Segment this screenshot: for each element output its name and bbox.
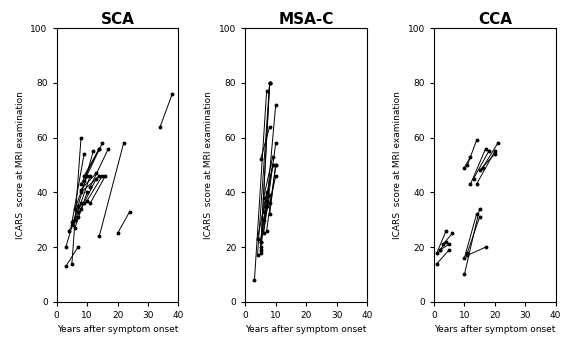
X-axis label: Years after symptom onset: Years after symptom onset [434, 325, 556, 335]
Y-axis label: ICARS  score at MRI examination: ICARS score at MRI examination [205, 91, 214, 239]
Title: CCA: CCA [478, 12, 512, 27]
X-axis label: Years after symptom onset: Years after symptom onset [57, 325, 178, 335]
Title: MSA-C: MSA-C [278, 12, 334, 27]
X-axis label: Years after symptom onset: Years after symptom onset [246, 325, 367, 335]
Y-axis label: ICARS  score at MRI examination: ICARS score at MRI examination [16, 91, 25, 239]
Title: SCA: SCA [100, 12, 134, 27]
Y-axis label: ICARS  score at MRI examination: ICARS score at MRI examination [393, 91, 402, 239]
